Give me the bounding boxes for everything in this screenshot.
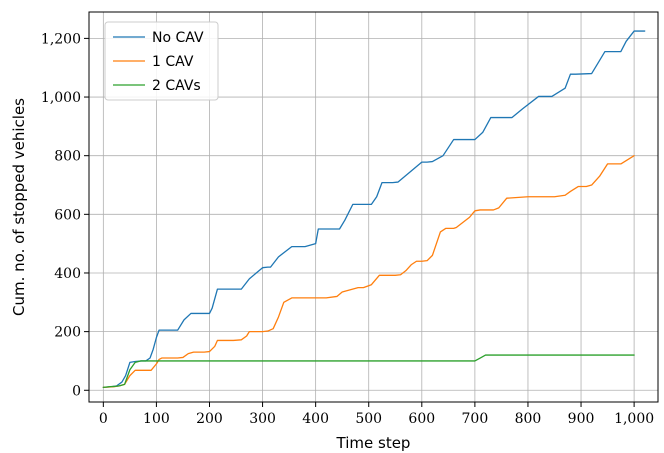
series-line-1-cav bbox=[102, 155, 635, 388]
x-tick-label: 800 bbox=[515, 411, 542, 427]
x-tick-label: 0 bbox=[99, 411, 108, 427]
y-tick-label: 0 bbox=[72, 383, 81, 399]
y-axis-label: Cum. no. of stopped vehicles bbox=[10, 98, 28, 316]
x-tick-label: 200 bbox=[196, 411, 223, 427]
legend: No CAV 1 CAV 2 CAVs bbox=[104, 21, 219, 101]
series-line-2-cavs bbox=[102, 354, 635, 388]
x-axis-label: Time step bbox=[336, 434, 411, 452]
y-tick-label: 200 bbox=[54, 325, 81, 341]
x-tick-label: 900 bbox=[568, 411, 595, 427]
x-tick-label: 600 bbox=[408, 411, 435, 427]
plot-lines bbox=[102, 30, 646, 388]
legend-box bbox=[104, 21, 219, 101]
y-tick-label: 1,200 bbox=[41, 31, 81, 47]
legend-label-1-cav: 1 CAV bbox=[152, 54, 194, 70]
legend-label-no-cav: No CAV bbox=[152, 30, 204, 46]
x-tick-label: 500 bbox=[355, 411, 382, 427]
y-tick-label: 800 bbox=[54, 149, 81, 165]
x-tick-label: 1,000 bbox=[614, 411, 654, 427]
legend-label-2-cavs: 2 CAVs bbox=[152, 78, 201, 94]
y-tick-label: 1,000 bbox=[41, 90, 81, 106]
x-tick-label: 100 bbox=[143, 411, 170, 427]
x-tick-label: 400 bbox=[302, 411, 329, 427]
x-tick-label: 700 bbox=[462, 411, 489, 427]
series-line-no-cav bbox=[102, 30, 646, 388]
y-tick-label: 400 bbox=[54, 266, 81, 282]
y-tick-label: 600 bbox=[54, 207, 81, 223]
x-tick-label: 300 bbox=[249, 411, 276, 427]
grid bbox=[89, 12, 658, 402]
plot-frame bbox=[88, 11, 659, 403]
axis-ticks: 0 100 200 300 400 500 600 700 800 900 1,000 0 200 400… bbox=[41, 31, 654, 427]
